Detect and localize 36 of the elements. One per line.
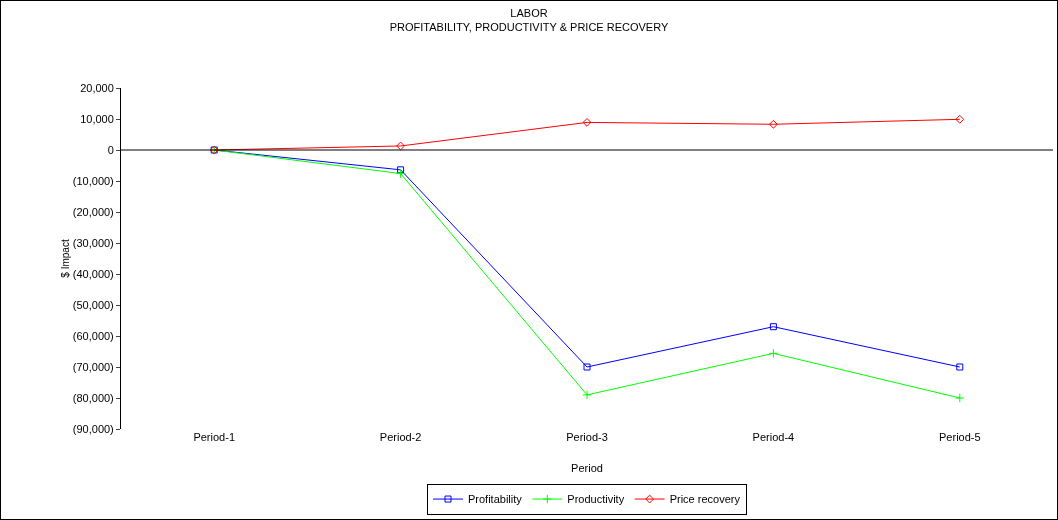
x-axis-title: Period	[571, 462, 603, 474]
x-tick-label: Period-5	[939, 431, 981, 443]
point	[397, 166, 405, 174]
y-tick-label: (60,000)	[72, 329, 114, 342]
x-tick-label: Period-2	[379, 431, 422, 443]
y-tick-label: 0	[107, 143, 114, 156]
y-tick-label: (90,000)	[72, 422, 114, 435]
y-tick-label: (40,000)	[72, 267, 114, 280]
legend-label: Price recovery	[669, 493, 741, 506]
x-tick-label: Period-4	[752, 431, 795, 443]
y-axis-title: $ Impact	[59, 239, 71, 278]
x-tick-label: Period-1	[193, 431, 235, 443]
y-tick-label: (10,000)	[72, 174, 114, 187]
point	[395, 168, 406, 179]
legend-label: Profitability	[468, 493, 523, 506]
y-tick-label: 20,000	[80, 81, 114, 94]
point	[769, 323, 777, 331]
y-tick-label: 10,000	[80, 112, 114, 125]
y-tick-label: (50,000)	[72, 298, 114, 311]
chart-subtitle: PROFITABILITY, PRODUCTIVITY & PRICE RECOVERY	[389, 20, 669, 33]
point	[955, 393, 965, 403]
point	[396, 141, 405, 151]
y-tick-label: (30,000)	[72, 236, 114, 249]
x-tick-label: Period-3	[566, 431, 608, 443]
point	[582, 118, 592, 127]
point	[583, 363, 591, 371]
point	[582, 390, 592, 400]
legend-label: Productivity	[567, 493, 625, 506]
point	[769, 119, 778, 129]
chart-title: LABOR	[510, 6, 548, 19]
y-tick-label: (70,000)	[72, 360, 114, 373]
point	[768, 348, 779, 359]
y-tick-label: (20,000)	[72, 205, 114, 218]
point	[955, 114, 965, 124]
y-tick-label: (80,000)	[72, 391, 114, 404]
point	[956, 363, 964, 371]
